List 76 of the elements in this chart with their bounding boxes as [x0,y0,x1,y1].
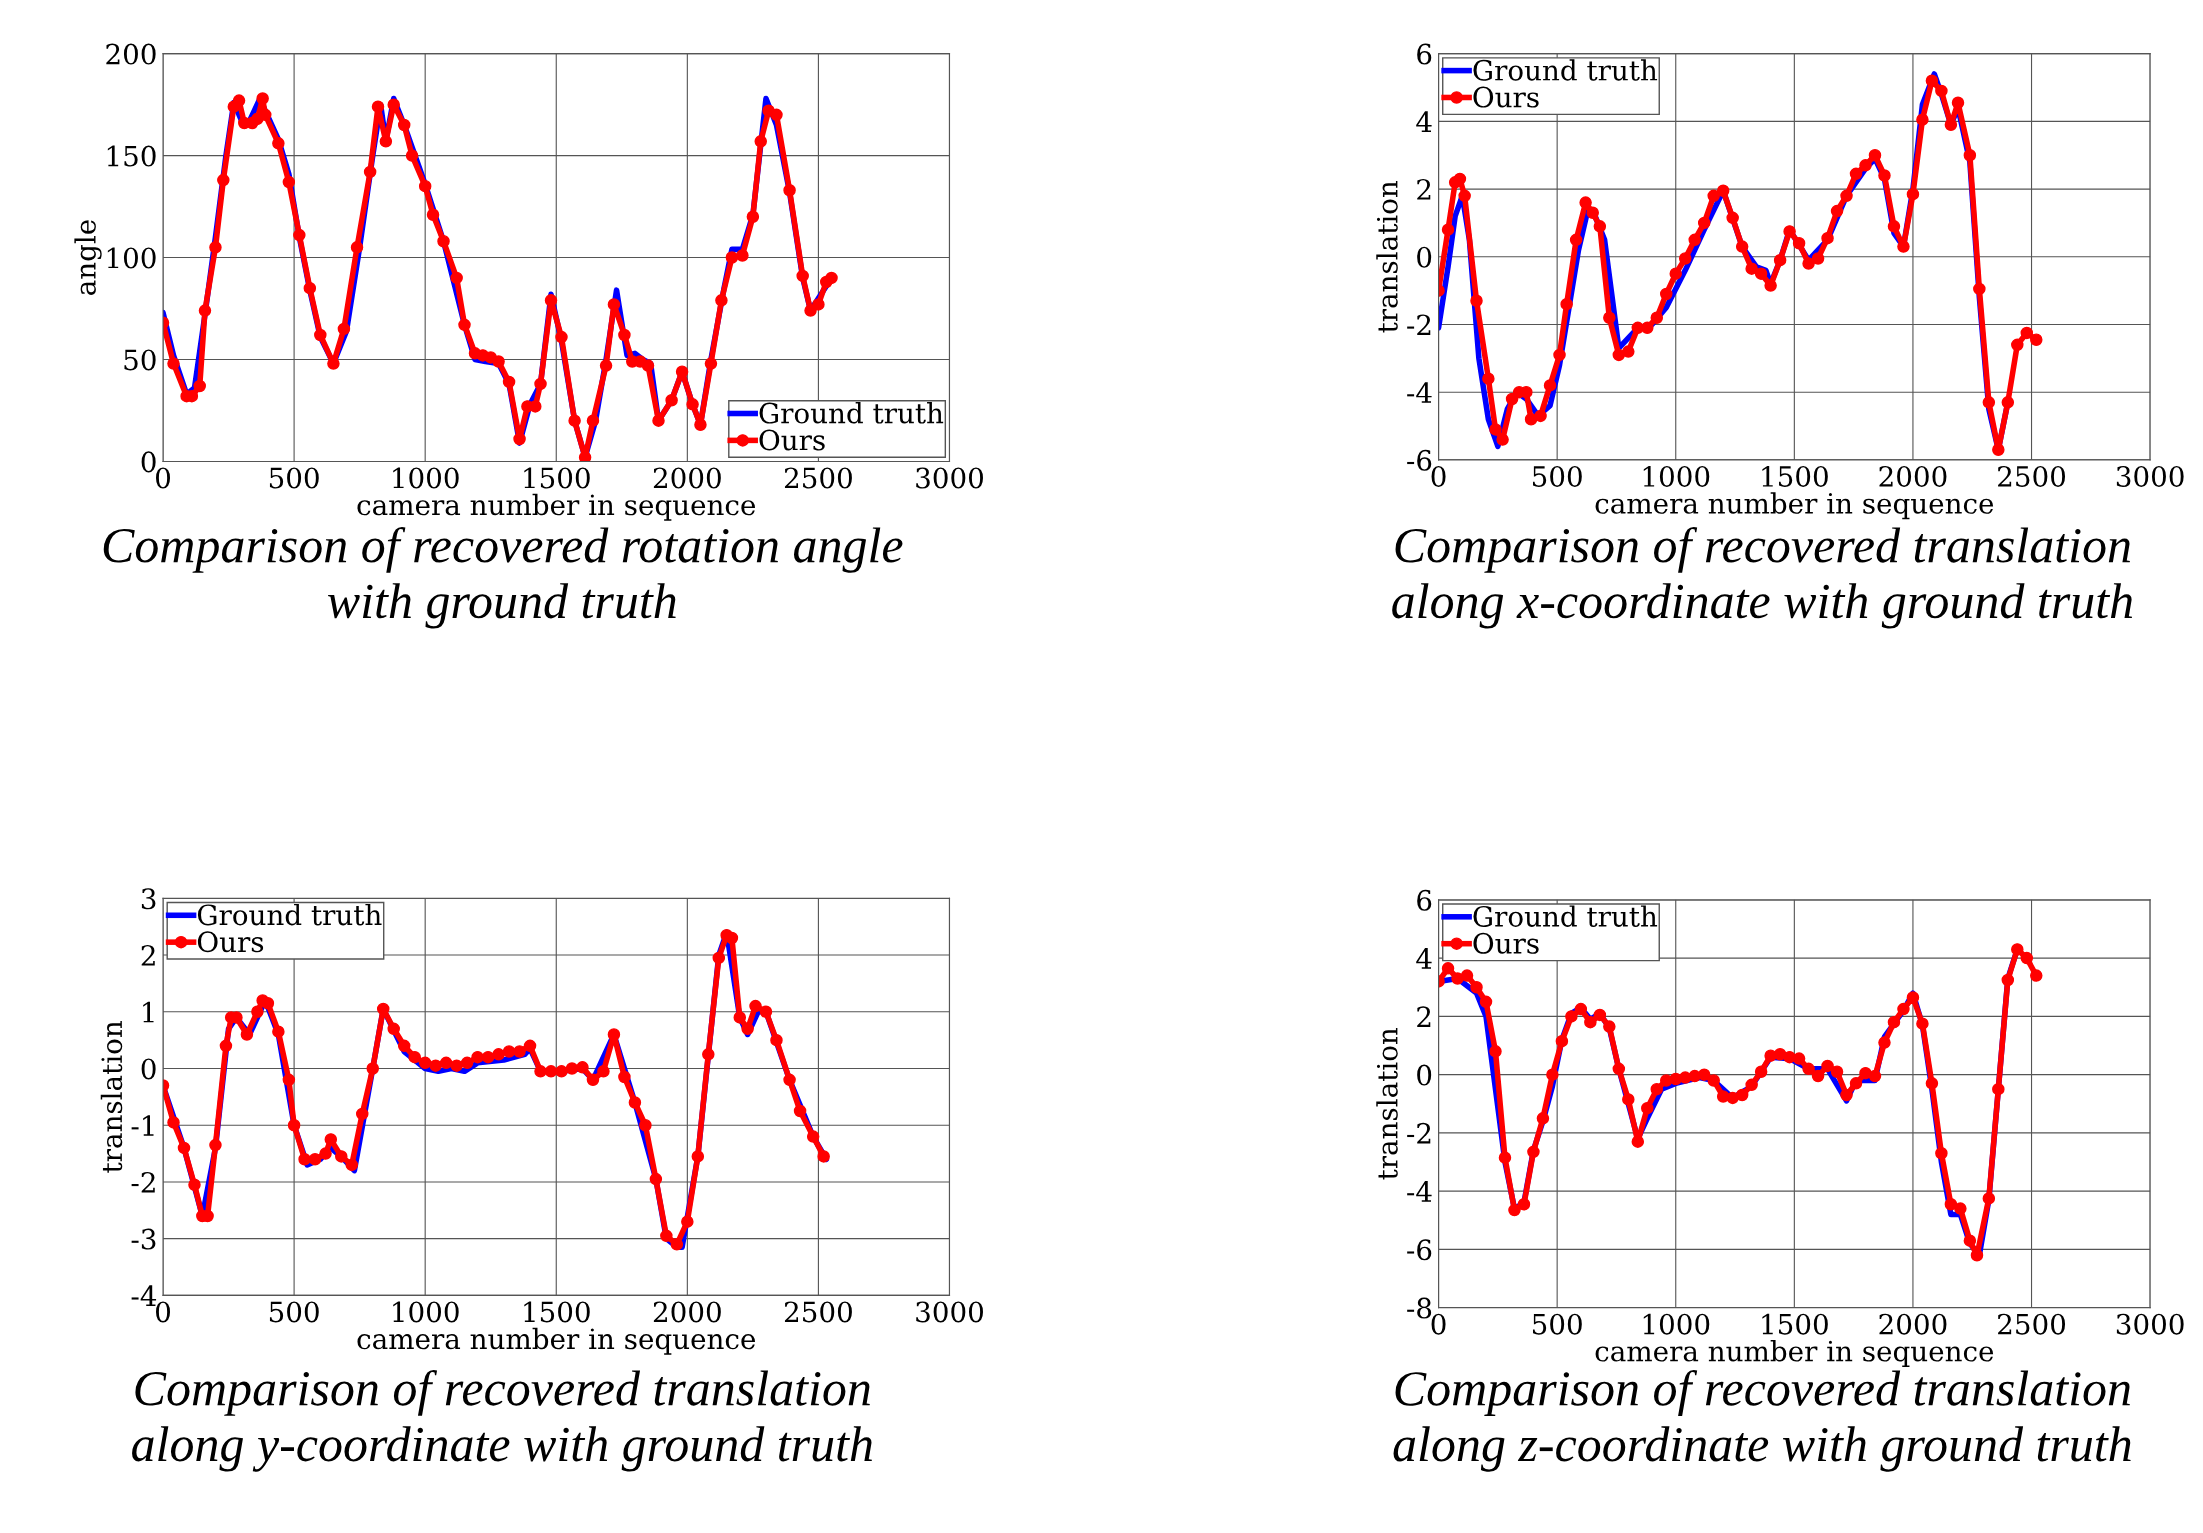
x-tick-label: 500 [269,467,319,489]
y-tick-label: -4 [1407,1181,1432,1202]
y-tick-label: 2 [1417,1006,1431,1027]
x-tick-label: 2000 [1879,465,1947,487]
y-tick-label: 4 [1416,948,1432,969]
x-tick-label: 1500 [1762,465,1828,487]
text: Comparison of recovered translation along z-coordinate with ground truth [1393,1370,2131,1472]
y-tick-label: 0 [1417,1064,1432,1086]
x-tick-label: 1000 [393,467,459,489]
x-tick-label: 2500 [1998,465,2066,487]
x-tick-label: 1500 [524,467,590,489]
x-tick-label: 500 [1533,465,1582,487]
text: Comparison of recovered rotation angle with ground truth [103,526,903,629]
y-tick-label: 6 [1417,889,1432,911]
y-axis-title: translation [1376,1027,1398,1180]
x-tick-label: 2500 [784,1301,852,1323]
x-tick-label: 1000 [1643,1313,1710,1335]
x-tick-label: 2500 [1998,1313,2066,1335]
legend-label: Ground truth [197,903,382,926]
text: Comparison of recovered translation along x-coordinate with ground truth [1392,526,2133,629]
y-tick-label: 3 [141,888,156,910]
x-axis-title: camera number in sequence [357,1327,756,1355]
x-tick-label: 1500 [1762,1313,1828,1335]
x-tick-label: 3000 [2116,465,2184,487]
y-tick-label: 4 [1416,111,1432,132]
x-tick-label: 0 [1431,1313,1446,1335]
x-tick-label: 2500 [784,467,852,489]
y-axis-title: translation [100,1021,123,1173]
legend-label: Ground truth [1473,59,1658,81]
y-tick-label: 50 [124,349,156,371]
y-tick-label: -2 [131,1171,155,1193]
y-tick-label: 0 [141,1058,156,1080]
legend-label: Ours [1473,86,1539,108]
x-tick-label: 2000 [1879,1313,1947,1335]
y-tick-label: -8 [1407,1297,1432,1319]
y-tick-label: 2 [1417,179,1431,200]
y-tick-label: -4 [1407,382,1432,403]
x-tick-label: 1000 [393,1301,459,1323]
x-axis-title: camera number in sequence [1595,492,1994,520]
legend-label: Ours [759,429,825,451]
y-axis-title: translation [1376,180,1398,333]
x-tick-label: 3000 [916,1301,983,1323]
x-tick-label: 3000 [916,467,983,489]
legend-label: Ground truth [759,402,944,424]
x-tick-label: 0 [1431,465,1446,487]
y-tick-label: 2 [141,945,155,966]
y-tick-label: 200 [106,43,156,65]
y-tick-label: 0 [141,451,156,473]
y-tick-label: -2 [1407,1122,1431,1144]
x-tick-label: 500 [1533,1313,1582,1335]
y-tick-label: 100 [107,247,156,269]
x-tick-label: 3000 [2116,1313,2184,1335]
y-axis-title: angle [74,220,102,295]
y-tick-label: 1 [143,1001,154,1023]
x-tick-label: 0 [156,467,171,489]
y-tick-label: -2 [1407,314,1431,336]
x-tick-label: 2000 [653,467,721,489]
legend-label: Ours [197,931,264,953]
y-tick-label: -4 [131,1285,157,1306]
y-tick-label: 0 [1417,246,1432,268]
x-tick-label: 1000 [1643,465,1710,487]
y-tick-label: -6 [1407,449,1432,471]
x-axis-title: camera number in sequence [1595,1340,1994,1367]
legend-label: Ground truth [1473,905,1658,927]
x-tick-label: 500 [269,1301,319,1323]
y-tick-label: 150 [107,145,156,167]
x-tick-label: 0 [156,1301,171,1323]
y-tick-label: 6 [1417,43,1432,65]
text: Comparison of recovered translation along y-coordinate with ground truth [132,1369,872,1472]
legend-label: Ours [1473,932,1539,954]
y-tick-label: -6 [1407,1239,1432,1261]
x-tick-label: 2000 [653,1301,721,1323]
x-tick-label: 1500 [524,1301,590,1323]
y-tick-label: -1 [131,1115,154,1136]
x-axis-title: camera number in sequence [357,493,756,521]
y-tick-label: -3 [131,1228,156,1250]
